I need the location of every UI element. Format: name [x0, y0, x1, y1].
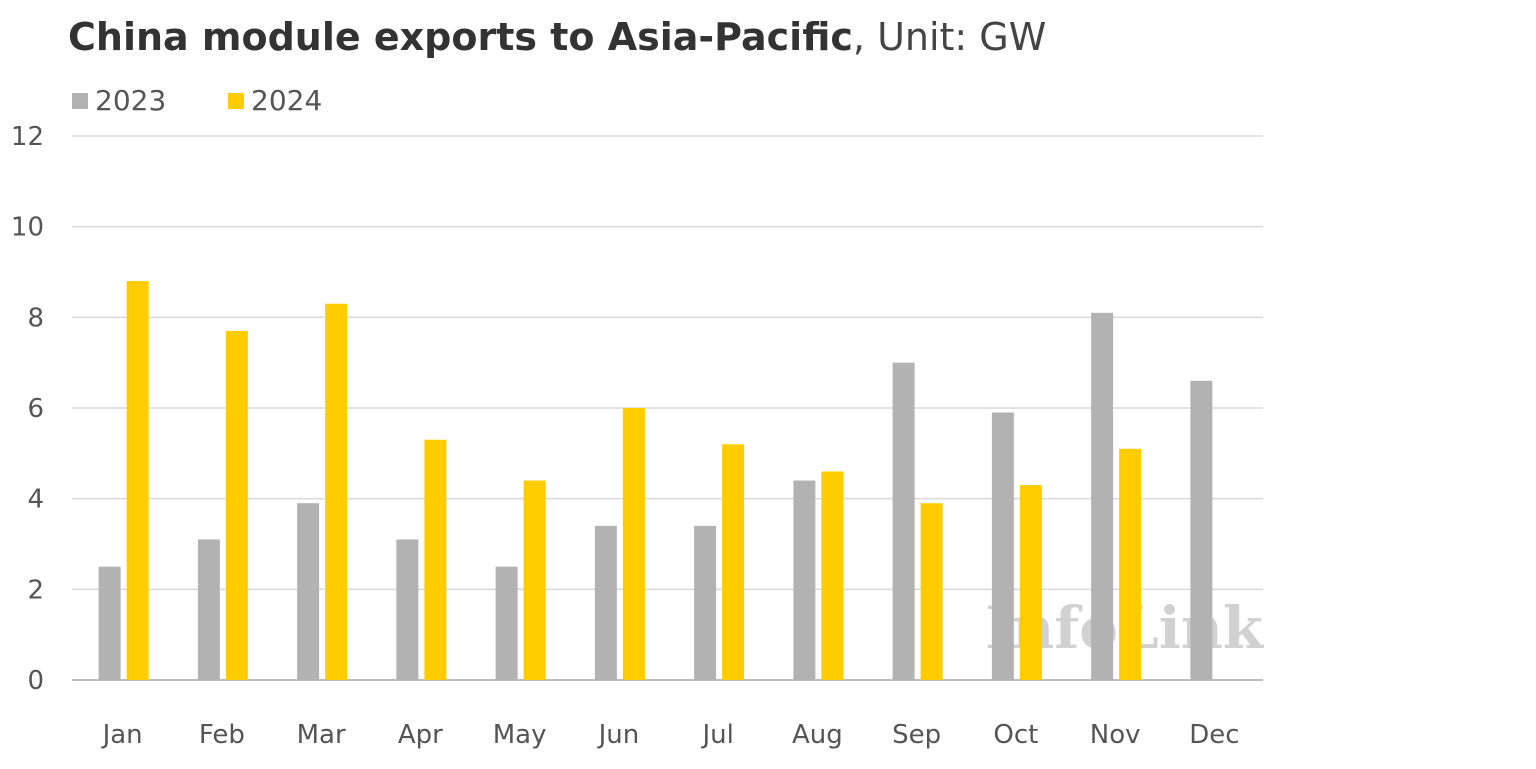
y-tick-label: 10	[11, 213, 44, 243]
bar-2024-jun	[622, 408, 645, 680]
legend-swatch-2023	[72, 92, 88, 109]
x-tick-label: Aug	[792, 720, 843, 750]
y-tick-label: 6	[27, 394, 44, 424]
x-tick-label: Jul	[700, 720, 733, 750]
y-tick-label: 4	[27, 485, 44, 515]
chart-title-unit: , Unit: GW	[852, 15, 1047, 59]
bar-2023-apr	[396, 539, 419, 680]
bar-2024-aug	[821, 471, 844, 680]
legend-swatch-2024	[228, 92, 244, 109]
y-tick-label: 2	[27, 575, 44, 605]
x-tick-label: Oct	[993, 720, 1038, 750]
gridlines	[72, 135, 1263, 681]
bar-2023-jul	[694, 525, 717, 680]
bar-2024-mar	[325, 303, 348, 680]
y-tick-label: 8	[27, 303, 44, 333]
bar-2023-sep	[892, 362, 915, 680]
x-tick-label: Dec	[1189, 720, 1239, 750]
bar-2024-jul	[722, 444, 745, 680]
x-axis: Jan Feb Mar Apr May Jun Jul Aug Sep Oct Nov Dec	[101, 720, 1240, 750]
x-tick-label: Mar	[297, 720, 346, 750]
bar-2023-may	[495, 566, 518, 680]
legend-item-2023: 2023	[72, 84, 166, 117]
bar-2023-feb	[197, 539, 220, 680]
bars	[98, 281, 1213, 680]
y-tick-label: 0	[27, 666, 44, 696]
x-tick-label: Apr	[398, 720, 443, 750]
bar-2023-oct	[991, 412, 1014, 680]
y-tick-label: 12	[11, 122, 44, 152]
x-tick-label: May	[493, 720, 547, 750]
chart-title-main: China module exports to Asia-Pacific	[68, 15, 853, 59]
bar-2023-mar	[297, 503, 320, 680]
legend-item-2024: 2024	[228, 84, 322, 117]
y-axis: 0 2 4 6 8 10 12	[11, 122, 44, 696]
bar-2024-oct	[1019, 485, 1042, 680]
bar-2024-jan	[126, 281, 149, 680]
bar-2024-apr	[424, 439, 447, 680]
x-tick-label: Feb	[199, 720, 245, 750]
x-tick-label: Nov	[1090, 720, 1141, 750]
bar-2024-may	[523, 480, 546, 680]
bar-2024-nov	[1119, 448, 1142, 680]
bar-2023-jan	[98, 566, 121, 680]
chart-title: China module exports to Asia-Pacific, Un…	[68, 12, 1046, 62]
bar-2024-sep	[920, 503, 943, 680]
legend-label-2023: 2023	[95, 84, 167, 117]
x-tick-label: Jan	[101, 720, 143, 750]
x-tick-label: Jun	[597, 720, 640, 750]
legend-label-2024: 2024	[251, 84, 323, 117]
bar-2023-aug	[793, 480, 816, 680]
bar-2024-feb	[225, 330, 248, 680]
bar-2023-jun	[594, 525, 617, 680]
bar-2023-nov	[1091, 312, 1114, 680]
x-tick-label: Sep	[892, 720, 941, 750]
bar-2023-dec	[1190, 380, 1213, 680]
